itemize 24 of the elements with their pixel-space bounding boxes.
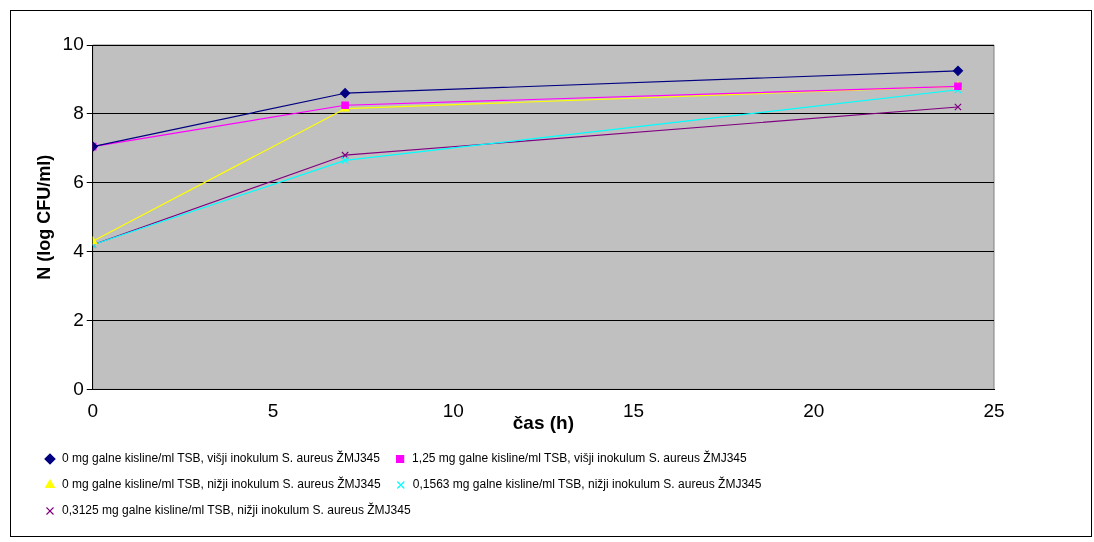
- y-tick-label: 0: [73, 377, 84, 399]
- point: [952, 65, 964, 76]
- y-axis-title: N (log CFU/ml): [33, 154, 54, 280]
- legend-label: 0,1563 mg galne kisline/ml TSB, nižji inokulum S. aureus ŽMJ345: [412, 476, 762, 492]
- x-axis-title: čas (h): [512, 411, 574, 433]
- legend-label: 1,25 mg galne kisline/ml TSB, višji inokulum S. aureus ŽMJ345: [412, 450, 748, 466]
- x-tick-label: 25: [983, 400, 1005, 422]
- legend-label: 0 mg galne kisline/ml TSB, nižji inokulum S. aureus ŽMJ345: [62, 476, 381, 492]
- point: [341, 151, 349, 159]
- legend-label: 0,3125 mg galne kisline/ml TSB, nižji inokulum S. aureus ŽMJ345: [62, 502, 411, 518]
- legend-label: 0 mg galne kisline/ml TSB, višji inokulum S. aureus ŽMJ345: [62, 450, 381, 466]
- y-tick-label: 4: [73, 239, 85, 261]
- x-tick-label: 10: [442, 400, 464, 422]
- x-tick-label: 5: [267, 400, 279, 422]
- point: [954, 103, 962, 111]
- x-tick-label: 0: [87, 400, 99, 422]
- point: [341, 156, 349, 165]
- y-tick-label: 10: [62, 33, 84, 55]
- y-tick-label: 6: [73, 170, 84, 192]
- y-tick-label: 2: [73, 308, 84, 330]
- x-tick-label: 20: [803, 400, 825, 422]
- point: [339, 88, 351, 99]
- y-tick-label: 8: [73, 102, 84, 124]
- x-tick-label: 15: [622, 400, 645, 422]
